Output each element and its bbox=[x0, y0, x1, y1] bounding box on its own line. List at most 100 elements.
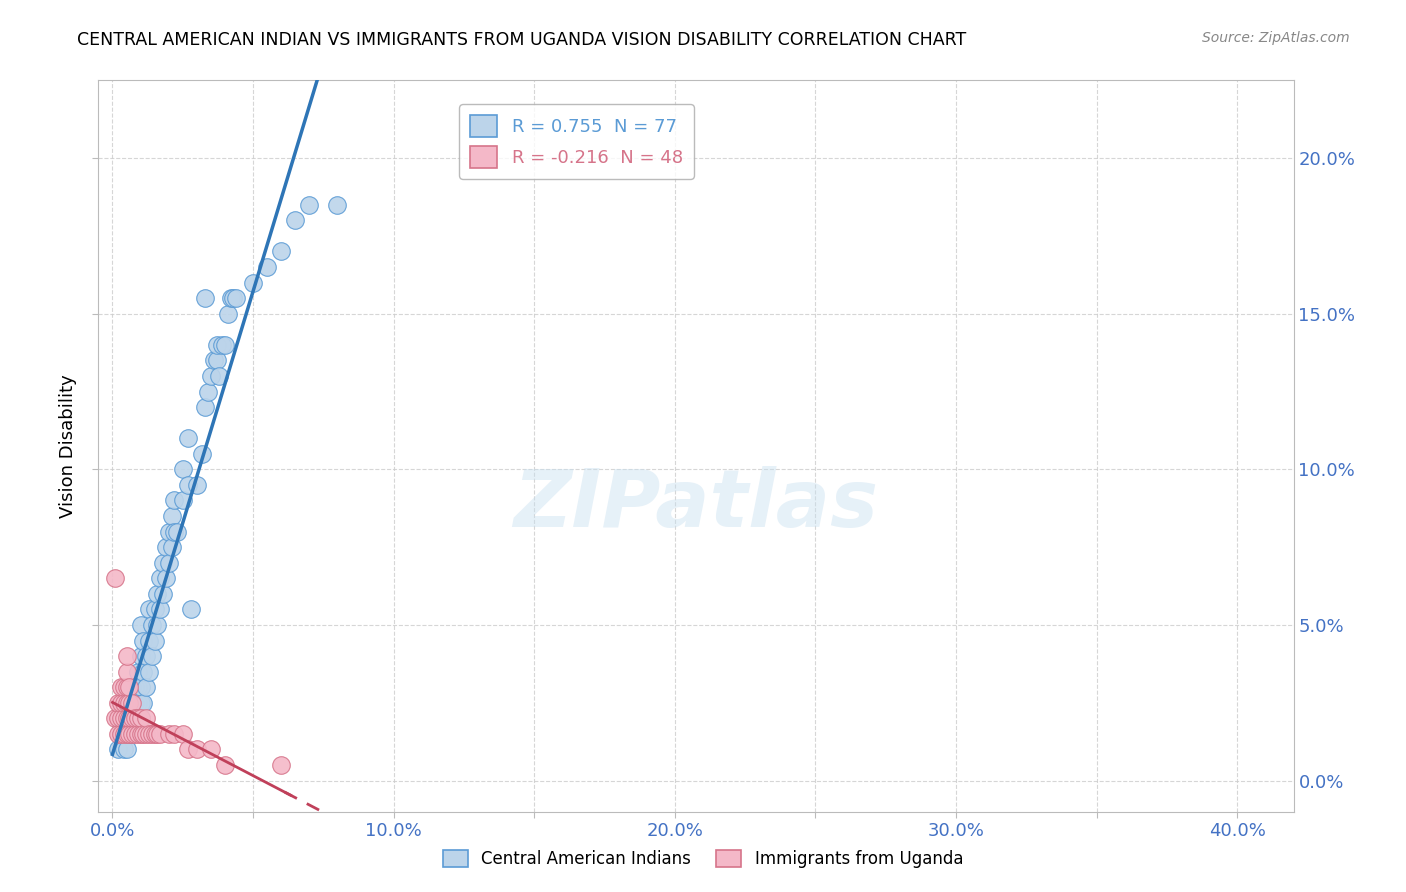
Point bbox=[129, 711, 152, 725]
Point bbox=[217, 307, 239, 321]
Point bbox=[127, 727, 149, 741]
Point bbox=[118, 727, 141, 741]
Point bbox=[118, 727, 141, 741]
Point bbox=[115, 711, 138, 725]
Point bbox=[177, 478, 200, 492]
Point bbox=[172, 493, 194, 508]
Point bbox=[124, 727, 146, 741]
Point bbox=[194, 291, 217, 305]
Point bbox=[110, 680, 132, 694]
Point bbox=[163, 727, 186, 741]
Point bbox=[172, 727, 194, 741]
Point bbox=[121, 696, 143, 710]
Point bbox=[127, 680, 149, 694]
Point bbox=[191, 447, 214, 461]
Point bbox=[149, 602, 172, 616]
Point bbox=[121, 711, 143, 725]
Point bbox=[129, 696, 152, 710]
Point bbox=[110, 696, 132, 710]
Point bbox=[180, 602, 202, 616]
Point bbox=[160, 509, 183, 524]
Point bbox=[107, 727, 129, 741]
Point bbox=[205, 353, 228, 368]
Point bbox=[135, 649, 157, 664]
Point bbox=[138, 602, 160, 616]
Text: Source: ZipAtlas.com: Source: ZipAtlas.com bbox=[1202, 31, 1350, 45]
Point bbox=[121, 727, 143, 741]
Point bbox=[132, 727, 155, 741]
Point bbox=[135, 711, 157, 725]
Point bbox=[118, 711, 141, 725]
Point bbox=[214, 338, 236, 352]
Point bbox=[112, 696, 135, 710]
Point bbox=[129, 649, 152, 664]
Point bbox=[298, 198, 321, 212]
Text: ZIPatlas: ZIPatlas bbox=[513, 466, 879, 543]
Point bbox=[127, 665, 149, 679]
Point bbox=[138, 727, 160, 741]
Point bbox=[141, 649, 163, 664]
Point bbox=[143, 727, 166, 741]
Point bbox=[177, 742, 200, 756]
Point bbox=[149, 727, 172, 741]
Point bbox=[172, 462, 194, 476]
Point bbox=[104, 711, 127, 725]
Point bbox=[129, 680, 152, 694]
Point bbox=[208, 368, 231, 383]
Point bbox=[118, 711, 141, 725]
Point bbox=[157, 524, 180, 539]
Point bbox=[141, 727, 163, 741]
Point bbox=[135, 727, 157, 741]
Point bbox=[132, 696, 155, 710]
Point bbox=[121, 711, 143, 725]
Y-axis label: Vision Disability: Vision Disability bbox=[59, 374, 77, 518]
Point bbox=[141, 618, 163, 632]
Point bbox=[115, 696, 138, 710]
Point bbox=[107, 742, 129, 756]
Point bbox=[157, 556, 180, 570]
Point bbox=[118, 696, 141, 710]
Point bbox=[115, 680, 138, 694]
Point bbox=[163, 524, 186, 539]
Point bbox=[146, 727, 169, 741]
Point bbox=[143, 602, 166, 616]
Point bbox=[155, 540, 177, 554]
Point bbox=[121, 727, 143, 741]
Point bbox=[270, 758, 292, 772]
Point bbox=[146, 618, 169, 632]
Point bbox=[163, 493, 186, 508]
Point bbox=[155, 571, 177, 585]
Point bbox=[194, 400, 217, 414]
Point bbox=[124, 711, 146, 725]
Point bbox=[124, 696, 146, 710]
Point bbox=[205, 338, 228, 352]
Point bbox=[326, 198, 349, 212]
Point bbox=[107, 711, 129, 725]
Point bbox=[200, 742, 222, 756]
Point bbox=[200, 368, 222, 383]
Point bbox=[110, 727, 132, 741]
Point bbox=[222, 291, 245, 305]
Text: CENTRAL AMERICAN INDIAN VS IMMIGRANTS FROM UGANDA VISION DISABILITY CORRELATION : CENTRAL AMERICAN INDIAN VS IMMIGRANTS FR… bbox=[77, 31, 966, 49]
Point bbox=[219, 291, 242, 305]
Point bbox=[110, 727, 132, 741]
Point bbox=[124, 680, 146, 694]
Point bbox=[177, 431, 200, 445]
Legend: R = 0.755  N = 77, R = -0.216  N = 48: R = 0.755 N = 77, R = -0.216 N = 48 bbox=[460, 104, 693, 178]
Point bbox=[214, 758, 236, 772]
Point bbox=[166, 524, 188, 539]
Point bbox=[152, 556, 174, 570]
Point bbox=[135, 680, 157, 694]
Point bbox=[270, 244, 292, 259]
Point bbox=[112, 680, 135, 694]
Point bbox=[118, 680, 141, 694]
Point bbox=[124, 711, 146, 725]
Point bbox=[112, 711, 135, 725]
Point bbox=[129, 727, 152, 741]
Point bbox=[256, 260, 278, 274]
Point bbox=[157, 727, 180, 741]
Point bbox=[242, 276, 264, 290]
Point bbox=[115, 711, 138, 725]
Point bbox=[115, 665, 138, 679]
Point bbox=[284, 213, 307, 227]
